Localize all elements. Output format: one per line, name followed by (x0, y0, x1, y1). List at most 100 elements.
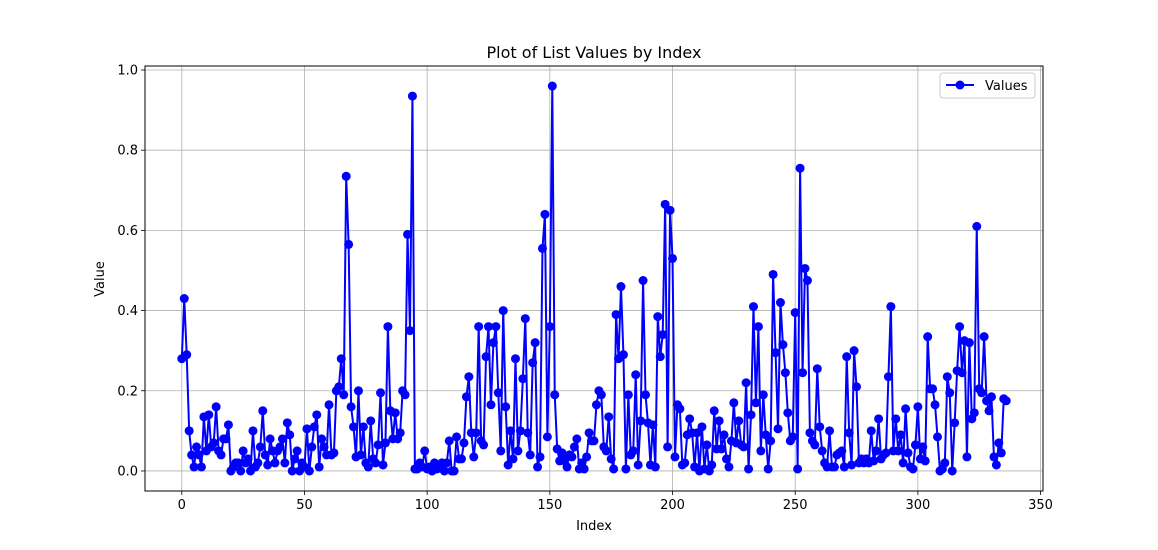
data-point (378, 460, 388, 470)
data-point (655, 352, 665, 362)
data-point (697, 422, 707, 432)
data-point (744, 464, 754, 474)
data-point (292, 446, 302, 456)
data-point (918, 442, 928, 452)
data-point (641, 390, 651, 400)
data-point (942, 372, 952, 382)
data-point (457, 454, 467, 464)
y-axis-label: Value (93, 261, 108, 297)
data-point (530, 338, 540, 348)
data-point (376, 388, 386, 398)
data-point (668, 253, 678, 263)
data-point (263, 460, 273, 470)
data-point (339, 390, 349, 400)
data-point (783, 408, 793, 418)
data-point (307, 442, 317, 452)
data-point (243, 454, 253, 464)
data-point (692, 428, 702, 438)
y-tick-label: 0.2 (117, 384, 138, 399)
data-point (763, 464, 773, 474)
data-point (366, 416, 376, 426)
data-point (302, 424, 312, 434)
data-point (488, 338, 498, 348)
data-point (962, 452, 972, 462)
data-point (209, 438, 219, 448)
data-point (994, 438, 1004, 448)
data-point (724, 462, 734, 472)
data-point (309, 422, 319, 432)
data-point (452, 432, 462, 442)
data-point (481, 352, 491, 362)
data-point (584, 428, 594, 438)
data-point (896, 430, 906, 440)
data-point (675, 404, 685, 414)
legend-frame (939, 72, 1036, 99)
data-point (285, 430, 295, 440)
data-point (319, 442, 329, 452)
data-point (844, 428, 854, 438)
data-point (373, 440, 383, 450)
data-point (746, 410, 756, 420)
data-point (741, 378, 751, 388)
data-point (469, 452, 479, 462)
data-point (913, 402, 923, 412)
data-point (390, 408, 400, 418)
data-point (221, 434, 231, 444)
data-point (633, 460, 643, 470)
data-point (196, 462, 206, 472)
data-point (842, 352, 852, 362)
data-point (253, 458, 263, 468)
data-point (533, 462, 543, 472)
data-point (768, 269, 778, 279)
data-point (540, 209, 550, 219)
data-point (464, 372, 474, 382)
data-point (260, 450, 270, 460)
y-tick-label: 0.6 (117, 224, 138, 239)
data-point (442, 458, 452, 468)
data-point (255, 442, 265, 452)
data-point (572, 434, 582, 444)
data-point (984, 406, 994, 416)
data-point (248, 426, 258, 436)
data-point (837, 446, 847, 456)
data-point (508, 454, 518, 464)
data-point (569, 442, 579, 452)
data-point (707, 460, 717, 470)
data-point (751, 398, 761, 408)
data-point (407, 91, 417, 101)
data-point (650, 462, 660, 472)
data-point (503, 460, 513, 470)
data-point (709, 406, 719, 416)
y-tick-label: 0.4 (117, 304, 138, 319)
data-point (780, 368, 790, 378)
data-point (658, 330, 668, 340)
data-point (187, 450, 197, 460)
data-point (734, 416, 744, 426)
data-point (341, 171, 351, 181)
data-point (589, 436, 599, 446)
data-point (778, 340, 788, 350)
legend: Values (939, 72, 1036, 99)
x-tick-label: 50 (296, 498, 313, 513)
data-point (881, 448, 891, 458)
data-point (758, 390, 768, 400)
data-point (484, 322, 493, 332)
data-point (277, 434, 287, 444)
data-point (812, 364, 822, 374)
data-point (344, 239, 354, 249)
data-point (491, 322, 501, 332)
data-point (358, 422, 368, 432)
x-axis-label: Index (576, 519, 612, 534)
data-point (800, 263, 810, 273)
data-point (496, 446, 506, 456)
data-point (582, 452, 592, 462)
data-point (537, 243, 547, 253)
x-tick-label: 100 (415, 498, 440, 513)
data-point (287, 466, 297, 476)
data-point (748, 302, 758, 312)
data-point (979, 332, 989, 342)
data-point (972, 221, 982, 231)
data-point (940, 458, 950, 468)
data-point (790, 308, 800, 318)
data-point (883, 372, 893, 382)
